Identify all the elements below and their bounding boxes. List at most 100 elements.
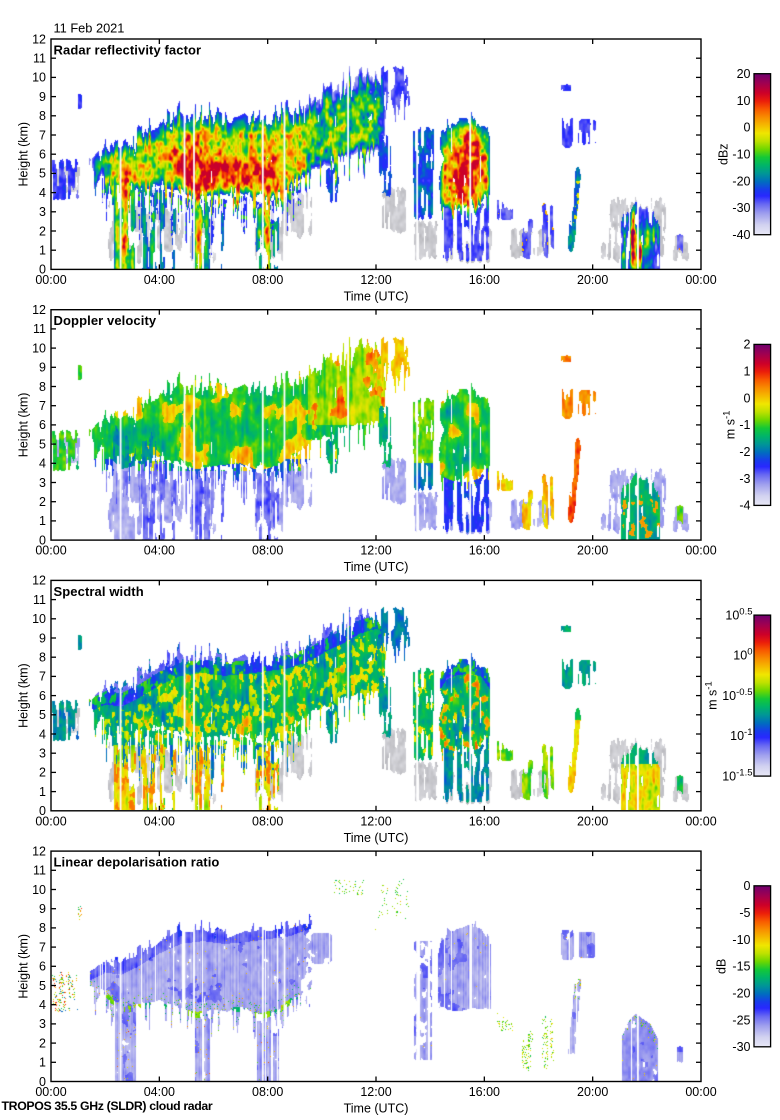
svg-text:16:00: 16:00 xyxy=(469,273,500,287)
svg-text:Height (km): Height (km) xyxy=(17,393,31,458)
svg-text:-15: -15 xyxy=(732,960,750,974)
svg-text:4: 4 xyxy=(39,727,46,741)
svg-text:12:00: 12:00 xyxy=(360,1085,391,1099)
svg-text:-2: -2 xyxy=(739,445,750,459)
svg-text:9: 9 xyxy=(39,902,46,916)
svg-text:0: 0 xyxy=(744,121,751,135)
svg-text:0: 0 xyxy=(39,263,46,277)
svg-text:08:00: 08:00 xyxy=(252,273,283,287)
svg-text:6: 6 xyxy=(39,960,46,974)
svg-text:11: 11 xyxy=(33,322,46,336)
svg-text:-3: -3 xyxy=(739,472,750,486)
svg-text:04:00: 04:00 xyxy=(144,814,175,828)
svg-text:4: 4 xyxy=(39,186,46,200)
svg-text:0: 0 xyxy=(39,533,46,547)
svg-text:00:00: 00:00 xyxy=(685,544,716,558)
svg-text:16:00: 16:00 xyxy=(469,1085,500,1099)
svg-text:7: 7 xyxy=(39,940,46,954)
svg-text:Height (km): Height (km) xyxy=(17,122,31,187)
svg-text:0: 0 xyxy=(744,879,751,893)
svg-text:1: 1 xyxy=(744,365,751,379)
svg-text:00:00: 00:00 xyxy=(35,1085,66,1099)
svg-text:12: 12 xyxy=(32,32,46,46)
svg-text:2: 2 xyxy=(744,338,751,352)
svg-text:8: 8 xyxy=(39,380,46,394)
svg-text:10: 10 xyxy=(32,612,46,626)
svg-text:8: 8 xyxy=(39,921,46,935)
svg-text:5: 5 xyxy=(39,437,46,451)
svg-text:Linear depolarisation ratio: Linear depolarisation ratio xyxy=(54,855,220,870)
svg-text:08:00: 08:00 xyxy=(252,544,283,558)
svg-text:Radar reflectivity factor: Radar reflectivity factor xyxy=(54,43,202,58)
svg-text:-30: -30 xyxy=(732,201,750,215)
svg-text:m s-1: m s-1 xyxy=(703,681,720,710)
svg-text:7: 7 xyxy=(39,128,46,142)
svg-text:100: 100 xyxy=(733,646,752,663)
svg-text:-40: -40 xyxy=(732,228,750,242)
svg-text:00:00: 00:00 xyxy=(685,273,716,287)
svg-text:9: 9 xyxy=(39,631,46,645)
svg-text:10-1.5: 10-1.5 xyxy=(722,767,752,784)
svg-text:3: 3 xyxy=(39,205,46,219)
svg-text:0: 0 xyxy=(39,804,46,818)
svg-text:5: 5 xyxy=(39,979,46,993)
svg-text:1: 1 xyxy=(39,785,46,799)
svg-text:12: 12 xyxy=(32,844,46,858)
svg-text:Time (UTC): Time (UTC) xyxy=(344,289,409,303)
svg-text:dB: dB xyxy=(715,959,729,974)
svg-text:16:00: 16:00 xyxy=(469,544,500,558)
svg-text:10: 10 xyxy=(737,94,751,108)
svg-text:9: 9 xyxy=(39,361,46,375)
svg-text:20:00: 20:00 xyxy=(577,544,608,558)
svg-text:12:00: 12:00 xyxy=(360,273,391,287)
svg-text:0: 0 xyxy=(744,391,751,405)
svg-text:-10: -10 xyxy=(732,148,750,162)
svg-text:6: 6 xyxy=(39,418,46,432)
svg-text:-30: -30 xyxy=(732,1040,750,1054)
svg-text:5: 5 xyxy=(39,708,46,722)
svg-text:-20: -20 xyxy=(732,174,750,188)
svg-text:11: 11 xyxy=(33,52,46,66)
svg-text:10: 10 xyxy=(32,883,46,897)
svg-text:11: 11 xyxy=(33,864,46,878)
svg-text:12:00: 12:00 xyxy=(360,814,391,828)
svg-text:1: 1 xyxy=(39,244,46,258)
svg-text:00:00: 00:00 xyxy=(35,273,66,287)
svg-text:20: 20 xyxy=(737,67,751,81)
svg-text:2: 2 xyxy=(39,1036,46,1050)
svg-text:00:00: 00:00 xyxy=(685,814,716,828)
svg-text:-10: -10 xyxy=(732,933,750,947)
svg-text:-1: -1 xyxy=(739,418,750,432)
svg-text:11: 11 xyxy=(33,593,46,607)
svg-text:12:00: 12:00 xyxy=(360,544,391,558)
svg-text:4: 4 xyxy=(39,457,46,471)
svg-text:4: 4 xyxy=(39,998,46,1012)
svg-text:-5: -5 xyxy=(739,906,750,920)
svg-text:Height (km): Height (km) xyxy=(17,934,31,999)
svg-text:11 Feb 2021: 11 Feb 2021 xyxy=(54,21,125,36)
svg-text:TROPOS 35.5 GHz (SLDR) cloud r: TROPOS 35.5 GHz (SLDR) cloud radar xyxy=(2,1099,213,1113)
svg-text:10-0.5: 10-0.5 xyxy=(722,686,752,703)
svg-text:20:00: 20:00 xyxy=(577,273,608,287)
svg-text:dBz: dBz xyxy=(717,143,731,165)
svg-text:1: 1 xyxy=(39,514,46,528)
svg-text:16:00: 16:00 xyxy=(469,814,500,828)
svg-text:1: 1 xyxy=(39,1056,46,1070)
svg-text:08:00: 08:00 xyxy=(252,1085,283,1099)
svg-text:00:00: 00:00 xyxy=(685,1085,716,1099)
svg-text:5: 5 xyxy=(39,167,46,181)
svg-text:-20: -20 xyxy=(732,986,750,1000)
svg-text:-4: -4 xyxy=(739,499,750,513)
svg-text:00:00: 00:00 xyxy=(35,544,66,558)
svg-text:3: 3 xyxy=(39,476,46,490)
svg-text:12: 12 xyxy=(32,574,46,588)
svg-text:Height (km): Height (km) xyxy=(17,663,31,728)
svg-text:20:00: 20:00 xyxy=(577,814,608,828)
svg-text:2: 2 xyxy=(39,766,46,780)
svg-text:7: 7 xyxy=(39,670,46,684)
svg-text:2: 2 xyxy=(39,224,46,238)
svg-text:6: 6 xyxy=(39,689,46,703)
svg-text:3: 3 xyxy=(39,1017,46,1031)
svg-text:Doppler velocity: Doppler velocity xyxy=(54,313,157,328)
svg-text:10-1: 10-1 xyxy=(730,727,752,744)
